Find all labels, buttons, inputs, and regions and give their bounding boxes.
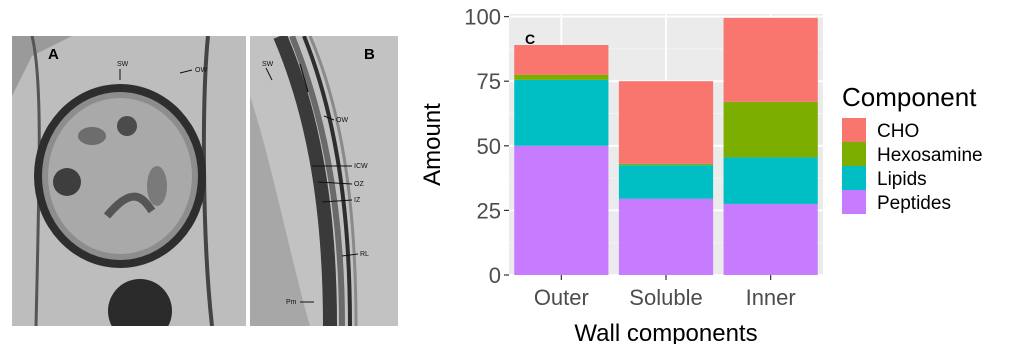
y-axis-title: Amount [419, 103, 446, 186]
stacked-bar-chart: 0 25 50 75 100 Outer Soluble Inner C Wall comp… [410, 0, 1020, 347]
y-tick-label: 0 [489, 263, 501, 288]
micrograph-a-image: SW OW [12, 36, 246, 326]
bar-segment-lipids-inner [723, 157, 818, 204]
bars [514, 17, 818, 275]
label-icw: ICW [354, 163, 368, 170]
legend-swatch-hexosamine [842, 142, 866, 166]
y-tick-label: 75 [477, 69, 501, 94]
y-tick-label: 25 [477, 198, 501, 223]
label-pm: Pm [286, 299, 297, 306]
legend-label-cho: CHO [877, 121, 919, 142]
bar-segment-hexosamine-soluble [618, 163, 714, 166]
x-axis-title: Wall components [574, 320, 757, 344]
micrograph-panel-b: SW OW ICW OZ IZ RL Pm B [250, 36, 398, 326]
bar-segment-hexosamine-inner [723, 101, 818, 158]
x-tick-label-inner: Inner [746, 285, 796, 310]
legend-swatch-lipids [842, 166, 866, 190]
micrograph-panel-a: SW OW A [12, 36, 246, 326]
legend-label-peptides: Peptides [877, 193, 951, 214]
bar-segment-peptides-outer [514, 145, 609, 275]
label-rl: RL [360, 251, 369, 258]
bar-segment-peptides-inner [723, 203, 818, 275]
x-axis-ticks: Outer Soluble Inner [534, 275, 796, 310]
legend-swatch-cho [842, 118, 866, 142]
label-sw-b: SW [262, 61, 274, 68]
y-tick-label: 50 [477, 134, 501, 159]
micrograph-b-image: SW OW ICW OZ IZ RL Pm [250, 36, 398, 326]
bar-segment-lipids-outer [514, 79, 609, 146]
legend-label-hexosamine: Hexosamine [877, 145, 983, 166]
y-tick-label: 100 [464, 5, 501, 30]
label-ow-b: OW [336, 117, 348, 124]
bar-segment-hexosamine-outer [514, 74, 609, 80]
label-sw-a: SW [117, 61, 129, 68]
label-oz: OZ [354, 181, 364, 188]
label-iz: IZ [354, 197, 361, 204]
label-ow-a: OW [195, 67, 207, 74]
panel-letter-b: B [364, 46, 375, 63]
legend: Component CHO Hexosamine Lipids Peptides [842, 82, 983, 214]
bar-segment-lipids-soluble [618, 165, 714, 199]
bar-segment-peptides-soluble [618, 198, 714, 275]
chart-svg: 0 25 50 75 100 Outer Soluble Inner C Wall comp… [419, 5, 983, 347]
legend-swatch-peptides [842, 190, 866, 214]
bar-segment-cho-inner [723, 17, 818, 102]
x-tick-label-outer: Outer [534, 285, 589, 310]
bar-segment-cho-outer [514, 45, 609, 75]
x-tick-label-soluble: Soluble [629, 285, 702, 310]
y-axis-ticks: 0 25 50 75 100 [464, 5, 509, 288]
panel-letter-c: C [525, 31, 535, 47]
bar-segment-cho-soluble [618, 81, 714, 164]
legend-title: Component [842, 82, 977, 112]
panel-letter-a: A [48, 46, 59, 63]
legend-label-lipids: Lipids [877, 169, 927, 190]
